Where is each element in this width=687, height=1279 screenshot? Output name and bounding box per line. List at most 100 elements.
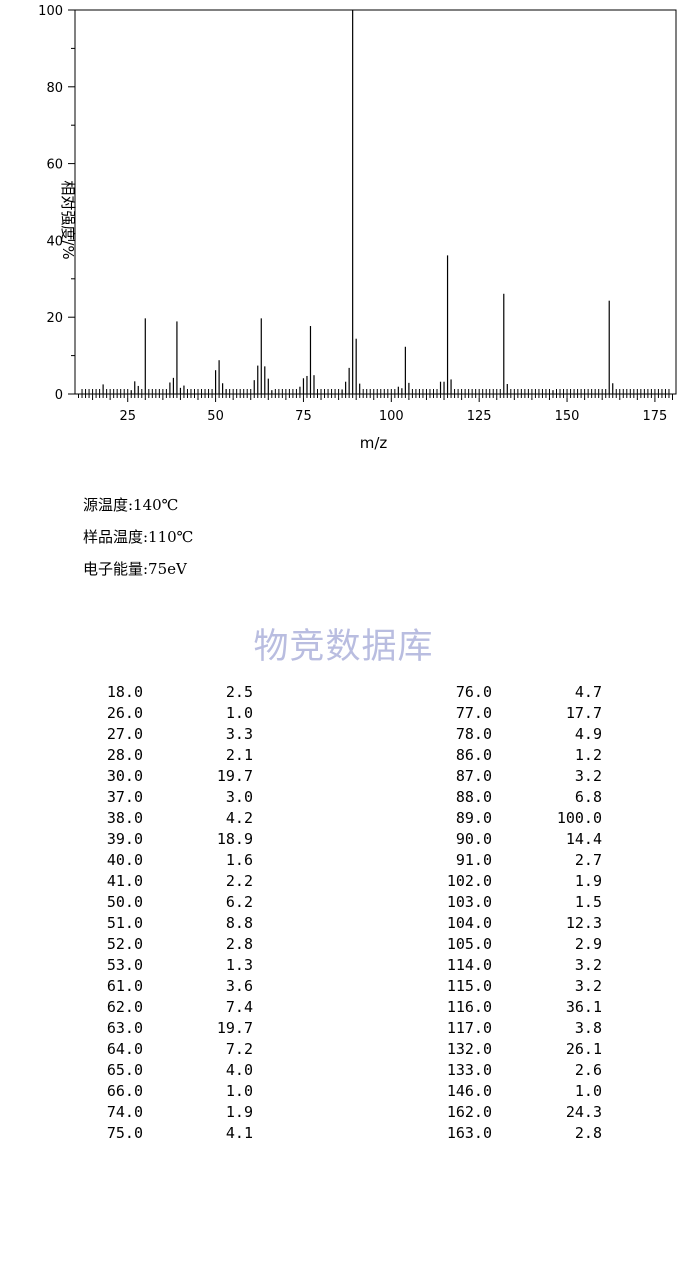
table-mz-cell: 18.0 bbox=[106, 683, 143, 701]
table-mz-cell: 62.0 bbox=[106, 998, 143, 1016]
table-intensity-cell: 1.0 bbox=[574, 1082, 602, 1100]
x-axis-title: m/z bbox=[360, 434, 388, 452]
table-intensity-cell: 3.2 bbox=[574, 767, 602, 785]
table-intensity-cell: 2.7 bbox=[574, 851, 602, 869]
source-temperature: 源温度:140℃ bbox=[83, 496, 179, 514]
table-mz-cell: 61.0 bbox=[106, 977, 143, 995]
table-mz-cell: 53.0 bbox=[106, 956, 143, 974]
y-tick-label: 80 bbox=[46, 81, 63, 96]
table-intensity-cell: 4.0 bbox=[225, 1061, 253, 1079]
table-mz-cell: 27.0 bbox=[106, 725, 143, 743]
table-mz-cell: 78.0 bbox=[455, 725, 492, 743]
table-intensity-cell: 7.2 bbox=[225, 1040, 253, 1058]
right-intensity-column: 4.7 17.7 4.9 1.2 3.2 6.8 100.0 14.4 2.7 1.9 1.5 12.… bbox=[510, 682, 602, 1144]
table-intensity-cell: 4.7 bbox=[574, 683, 602, 701]
table-intensity-cell: 2.1 bbox=[225, 746, 253, 764]
table-mz-cell: 104.0 bbox=[446, 914, 492, 932]
x-tick-label: 100 bbox=[379, 409, 404, 424]
table-intensity-cell: 1.3 bbox=[225, 956, 253, 974]
table-intensity-cell: 2.9 bbox=[574, 935, 602, 953]
y-tick-label: 100 bbox=[38, 4, 63, 19]
table-mz-cell: 88.0 bbox=[455, 788, 492, 806]
x-tick-label: 150 bbox=[555, 409, 580, 424]
table-intensity-cell: 3.2 bbox=[574, 956, 602, 974]
table-mz-cell: 39.0 bbox=[106, 830, 143, 848]
table-mz-cell: 105.0 bbox=[446, 935, 492, 953]
table-intensity-cell: 3.2 bbox=[574, 977, 602, 995]
table-mz-cell: 162.0 bbox=[446, 1103, 492, 1121]
x-tick-label: 75 bbox=[295, 409, 312, 424]
table-intensity-cell: 4.2 bbox=[225, 809, 253, 827]
table-mz-cell: 116.0 bbox=[446, 998, 492, 1016]
table-intensity-cell: 1.0 bbox=[225, 704, 253, 722]
watermark: 物竞数据库 bbox=[253, 627, 434, 667]
x-tick-label: 125 bbox=[467, 409, 492, 424]
table-mz-cell: 76.0 bbox=[455, 683, 492, 701]
table-intensity-cell: 26.1 bbox=[565, 1040, 602, 1058]
table-intensity-cell: 4.1 bbox=[225, 1124, 253, 1142]
x-tick-label: 25 bbox=[119, 409, 136, 424]
y-tick-label: 0 bbox=[55, 388, 63, 403]
table-intensity-cell: 1.6 bbox=[225, 851, 253, 869]
table-intensity-cell: 1.0 bbox=[225, 1082, 253, 1100]
x-tick-label: 175 bbox=[642, 409, 667, 424]
table-mz-cell: 65.0 bbox=[106, 1061, 143, 1079]
table-intensity-cell: 1.5 bbox=[574, 893, 602, 911]
table-intensity-cell: 3.6 bbox=[225, 977, 253, 995]
table-mz-cell: 51.0 bbox=[106, 914, 143, 932]
table-intensity-cell: 2.6 bbox=[574, 1061, 602, 1079]
table-intensity-cell: 1.9 bbox=[225, 1103, 253, 1121]
table-mz-cell: 77.0 bbox=[455, 704, 492, 722]
table-mz-cell: 115.0 bbox=[446, 977, 492, 995]
peak-table: 18.0 26.0 27.0 28.0 30.0 37.0 38.0 39.0 40.0 41.0… bbox=[0, 682, 687, 1152]
table-mz-cell: 28.0 bbox=[106, 746, 143, 764]
table-mz-cell: 64.0 bbox=[106, 1040, 143, 1058]
table-intensity-cell: 19.7 bbox=[216, 1019, 253, 1037]
table-intensity-cell: 18.9 bbox=[216, 830, 253, 848]
table-mz-cell: 52.0 bbox=[106, 935, 143, 953]
table-mz-cell: 30.0 bbox=[106, 767, 143, 785]
table-mz-cell: 90.0 bbox=[455, 830, 492, 848]
table-intensity-cell: 14.4 bbox=[565, 830, 602, 848]
table-mz-cell: 50.0 bbox=[106, 893, 143, 911]
table-intensity-cell: 6.2 bbox=[225, 893, 253, 911]
table-mz-cell: 89.0 bbox=[455, 809, 492, 827]
table-intensity-cell: 1.2 bbox=[574, 746, 602, 764]
sample-temperature: 样品温度:110℃ bbox=[83, 528, 194, 546]
table-intensity-cell: 2.5 bbox=[225, 683, 253, 701]
table-intensity-cell: 8.8 bbox=[225, 914, 253, 932]
plot-frame bbox=[74, 9, 677, 395]
table-intensity-cell: 2.2 bbox=[225, 872, 253, 890]
table-mz-cell: 37.0 bbox=[106, 788, 143, 806]
table-intensity-cell: 3.8 bbox=[574, 1019, 602, 1037]
table-mz-cell: 103.0 bbox=[446, 893, 492, 911]
table-mz-cell: 38.0 bbox=[106, 809, 143, 827]
y-tick-label: 20 bbox=[46, 311, 63, 326]
x-tick-label: 50 bbox=[207, 409, 224, 424]
table-intensity-cell: 3.0 bbox=[225, 788, 253, 806]
table-mz-cell: 41.0 bbox=[106, 872, 143, 890]
table-mz-cell: 63.0 bbox=[106, 1019, 143, 1037]
electron-energy: 电子能量:75eV bbox=[83, 560, 187, 578]
table-intensity-cell: 100.0 bbox=[556, 809, 602, 827]
table-intensity-cell: 19.7 bbox=[216, 767, 253, 785]
table-intensity-cell: 6.8 bbox=[574, 788, 602, 806]
table-mz-cell: 75.0 bbox=[106, 1124, 143, 1142]
table-mz-cell: 102.0 bbox=[446, 872, 492, 890]
left-intensity-column: 2.5 1.0 3.3 2.1 19.7 3.0 4.2 18.9 1.6 2.2 6.2 8.8 2.… bbox=[170, 682, 253, 1144]
table-intensity-cell: 17.7 bbox=[565, 704, 602, 722]
y-axis-title: 相对强度/% bbox=[59, 180, 77, 259]
table-intensity-cell: 4.9 bbox=[574, 725, 602, 743]
table-intensity-cell: 2.8 bbox=[574, 1124, 602, 1142]
table-mz-cell: 114.0 bbox=[446, 956, 492, 974]
table-mz-cell: 26.0 bbox=[106, 704, 143, 722]
table-mz-cell: 74.0 bbox=[106, 1103, 143, 1121]
table-mz-cell: 86.0 bbox=[455, 746, 492, 764]
table-mz-cell: 146.0 bbox=[446, 1082, 492, 1100]
table-intensity-cell: 36.1 bbox=[565, 998, 602, 1016]
table-intensity-cell: 24.3 bbox=[565, 1103, 602, 1121]
table-mz-cell: 133.0 bbox=[446, 1061, 492, 1079]
table-mz-cell: 163.0 bbox=[446, 1124, 492, 1142]
table-intensity-cell: 7.4 bbox=[225, 998, 253, 1016]
table-intensity-cell: 1.9 bbox=[574, 872, 602, 890]
